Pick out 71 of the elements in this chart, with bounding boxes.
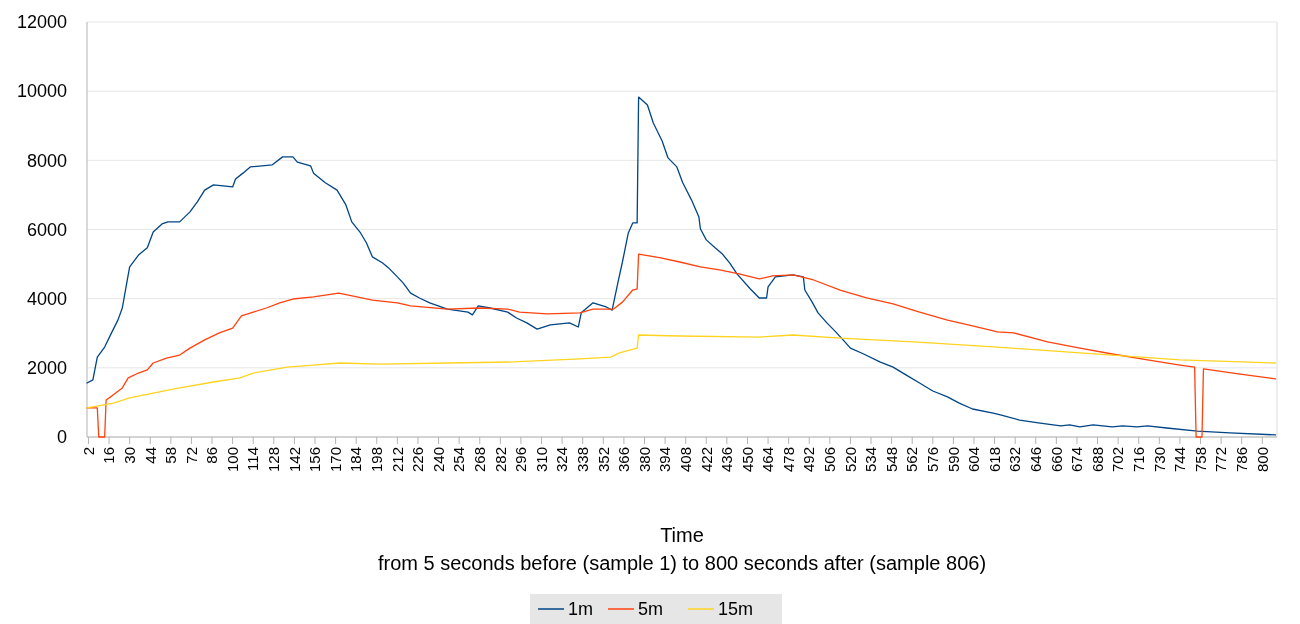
x-tick-label: 520 bbox=[841, 447, 859, 473]
x-tick-label: 688 bbox=[1088, 447, 1106, 473]
x-tick-label: 184 bbox=[347, 447, 365, 473]
x-tick-label: 310 bbox=[532, 447, 550, 473]
x-tick-label: 268 bbox=[470, 447, 488, 473]
legend-label: 5m bbox=[638, 599, 664, 620]
x-tick-label: 114 bbox=[244, 447, 262, 471]
x-tick-label: 604 bbox=[965, 447, 983, 473]
x-tick-label: 170 bbox=[326, 447, 344, 473]
x-tick-label: 730 bbox=[1150, 447, 1168, 473]
x-tick-label: 506 bbox=[821, 447, 839, 473]
x-tick-label: 492 bbox=[800, 447, 818, 473]
text: from 5 seconds before (sample 1) to 800 seconds after (sample 806) bbox=[377, 552, 987, 574]
x-tick-label: 2 bbox=[79, 447, 97, 456]
x-tick-label: 240 bbox=[429, 447, 447, 473]
x-tick-label: 156 bbox=[306, 447, 324, 473]
x-tick-label: 548 bbox=[882, 447, 900, 473]
x-tick-label: 72 bbox=[182, 447, 200, 464]
x-tick-label: 296 bbox=[512, 447, 530, 473]
x-axis-title: Time bbox=[660, 524, 704, 546]
x-tick-label: 86 bbox=[203, 447, 221, 464]
x-tick-label: 632 bbox=[1006, 447, 1024, 473]
legend-label: 15m bbox=[718, 599, 754, 620]
x-tick-label: 562 bbox=[903, 447, 921, 473]
x-tick-label: 660 bbox=[1047, 447, 1065, 473]
y-tick-label: 8000 bbox=[26, 150, 67, 171]
y-tick-label: 6000 bbox=[26, 219, 67, 240]
x-tick-label: 16 bbox=[100, 447, 118, 464]
x-tick-label: 702 bbox=[1109, 447, 1127, 473]
y-tick-label: 10000 bbox=[16, 81, 67, 102]
y-tick-label: 2000 bbox=[26, 358, 67, 379]
x-tick-label: 674 bbox=[1068, 447, 1086, 473]
x-tick-label: 58 bbox=[162, 447, 180, 464]
y-tick-label: 4000 bbox=[26, 288, 67, 309]
x-tick-label: 394 bbox=[656, 447, 674, 473]
x-tick-label: 366 bbox=[615, 447, 633, 473]
x-tick-label: 44 bbox=[141, 447, 159, 464]
x-tick-label: 786 bbox=[1232, 447, 1250, 473]
x-tick-label: 450 bbox=[738, 447, 756, 473]
x-tick-label: 716 bbox=[1129, 447, 1147, 473]
x-tick-label: 380 bbox=[635, 447, 653, 473]
x-tick-label: 618 bbox=[985, 447, 1003, 473]
x-tick-label: 226 bbox=[409, 447, 427, 473]
x-tick-label: 464 bbox=[759, 447, 777, 473]
x-tick-label: 478 bbox=[779, 447, 797, 473]
x-tick-label: 338 bbox=[573, 447, 591, 473]
x-tick-label: 254 bbox=[450, 447, 468, 473]
x-tick-label: 744 bbox=[1171, 447, 1189, 473]
x-tick-label: 212 bbox=[388, 447, 406, 473]
x-tick-label: 352 bbox=[594, 447, 612, 473]
y-tick-label: 0 bbox=[56, 427, 67, 448]
x-tick-label: 576 bbox=[924, 447, 942, 473]
x-tick-label: 408 bbox=[676, 447, 694, 473]
x-tick-label: 198 bbox=[368, 447, 386, 473]
x-tick-label: 128 bbox=[265, 447, 283, 473]
x-tick-label: 142 bbox=[285, 447, 303, 473]
x-tick-label: 100 bbox=[223, 447, 241, 473]
x-tick-label: 436 bbox=[718, 447, 736, 473]
x-tick-label: 646 bbox=[1027, 447, 1045, 473]
legend-label: 1m bbox=[568, 599, 594, 620]
x-tick-label: 30 bbox=[120, 447, 138, 464]
x-tick-label: 282 bbox=[491, 447, 509, 473]
x-tick-label: 324 bbox=[553, 447, 571, 473]
x-tick-label: 422 bbox=[697, 447, 715, 473]
x-tick-label: 772 bbox=[1212, 447, 1230, 473]
x-tick-label: 758 bbox=[1191, 447, 1209, 473]
y-tick-label: 12000 bbox=[16, 12, 67, 33]
line-series bbox=[86, 334, 1277, 409]
x-tick-label: 534 bbox=[862, 447, 880, 473]
x-tick-label: 800 bbox=[1253, 447, 1271, 473]
x-tick-label: 590 bbox=[944, 447, 962, 473]
